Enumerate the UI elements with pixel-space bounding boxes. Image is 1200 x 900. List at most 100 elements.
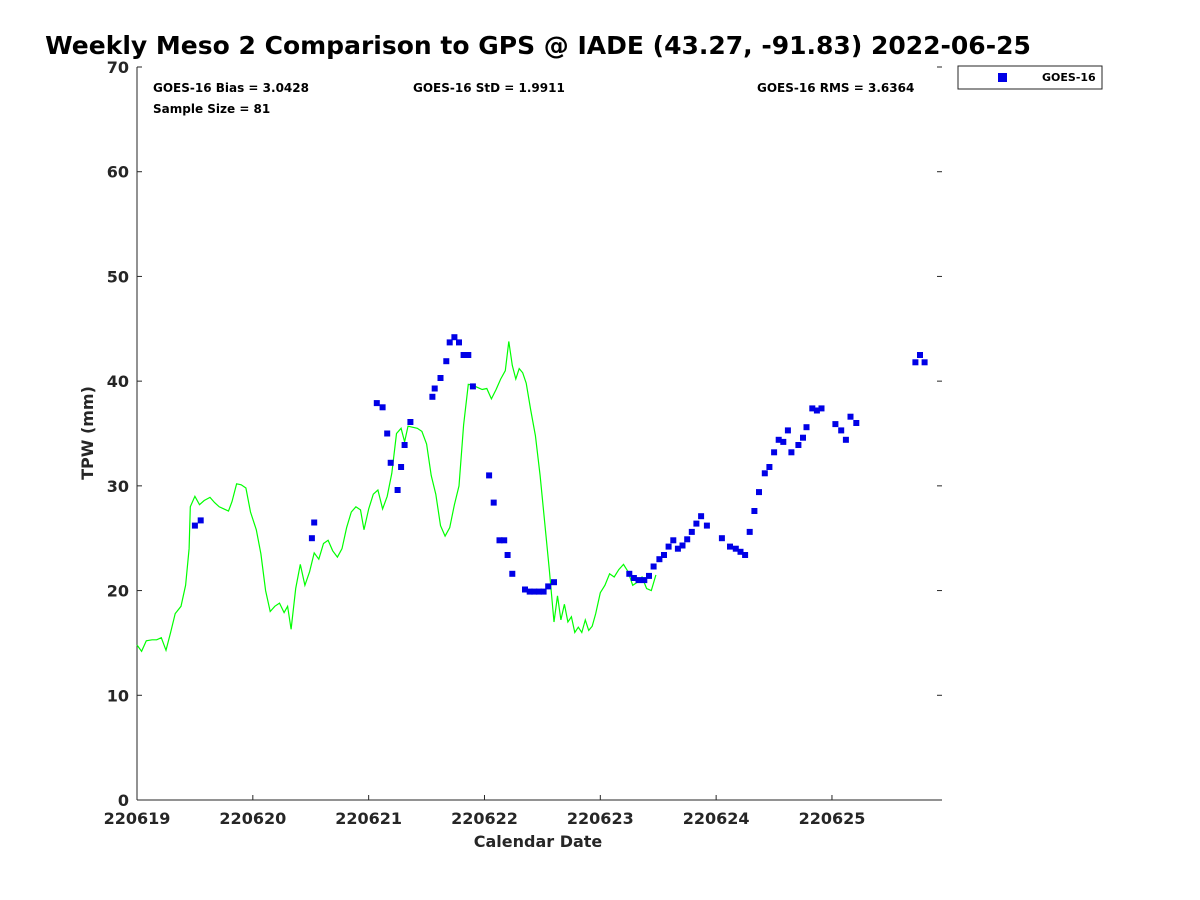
goes16-point (429, 393, 436, 400)
goes16-point (384, 430, 391, 437)
goes16-point (635, 577, 642, 584)
goes16-point (526, 588, 533, 595)
goes16-point (465, 352, 472, 358)
goes16-point (661, 552, 667, 558)
y-tick-label: 20 (107, 582, 129, 601)
goes16-point (451, 334, 458, 341)
goes16-point (522, 586, 528, 593)
goes16-point (540, 588, 547, 595)
goes16-point (460, 352, 467, 358)
goes16-point (670, 537, 677, 544)
goes16-point (818, 405, 825, 412)
stat-bias: GOES-16 Bias = 3.0428 (153, 81, 309, 95)
goes16-point (842, 436, 849, 443)
goes16-point (775, 436, 782, 443)
goes16-point (665, 543, 672, 550)
y-tick-label: 30 (107, 477, 129, 496)
x-tick-label: 220621 (335, 809, 402, 828)
goes16-point (853, 420, 860, 426)
x-tick-label: 220623 (567, 809, 634, 828)
plot-area (137, 67, 942, 800)
goes16-point (504, 552, 511, 558)
stat-rms: GOES-16 RMS = 3.6364 (757, 81, 914, 95)
x-axis-ticks: 220619 220620 220621 220622 220623 220624 2206… (104, 795, 865, 828)
gps-tpw-line (136, 341, 657, 653)
stat-std: GOES-16 StD = 1.9911 (413, 81, 565, 95)
goes16-point (630, 575, 637, 581)
goes16-point (761, 470, 768, 477)
goes16-point (847, 413, 854, 420)
goes16-point (737, 548, 744, 555)
goes16-point (732, 545, 739, 552)
goes16-point (656, 556, 663, 563)
goes16-point (401, 442, 408, 448)
x-axis-label: Calendar Date (474, 832, 603, 851)
goes16-point (838, 427, 845, 434)
goes16-point (917, 352, 923, 358)
chart-title: Weekly Meso 2 Comparison to GPS @ IADE (… (45, 31, 1031, 60)
x-tick-label: 220624 (683, 809, 750, 828)
legend-label-goes16: GOES-16 (1042, 71, 1096, 84)
goes16-point (751, 508, 758, 514)
goes16-point (551, 579, 557, 586)
y-tick-label: 10 (107, 686, 129, 705)
goes16-point (703, 522, 710, 529)
y-tick-label: 70 (107, 58, 129, 77)
goes16-point (387, 459, 394, 466)
goes16-point (394, 487, 401, 493)
y-tick-label: 0 (118, 791, 129, 810)
goes16-point (832, 421, 839, 428)
goes16-point (496, 537, 503, 544)
goes16-point (742, 552, 749, 558)
series-layer (136, 334, 928, 653)
goes16-point (646, 572, 652, 579)
goes16-point (490, 499, 497, 506)
x-tick-label: 220620 (219, 809, 286, 828)
goes16-point (197, 517, 204, 524)
y-axis-ticks: 0 10 20 30 40 50 60 70 (107, 58, 942, 810)
y-tick-label: 60 (107, 163, 129, 182)
goes16-point (531, 588, 538, 595)
legend: GOES-16 (957, 65, 1103, 90)
goes16-point (679, 542, 686, 549)
goes16-point (437, 375, 444, 381)
goes16-point (698, 513, 705, 520)
goes16-point (727, 543, 733, 550)
goes16-point (912, 359, 919, 366)
goes16-point (486, 472, 493, 479)
goes16-point (311, 519, 318, 526)
goes16-point (456, 339, 462, 346)
goes16-point (191, 522, 198, 529)
goes16-point (788, 449, 795, 456)
goes16-point (684, 536, 691, 543)
goes16-point (795, 442, 802, 448)
goes16-point (373, 400, 380, 407)
goes16-point (803, 424, 810, 431)
goes16-point (535, 588, 542, 595)
goes16-point (446, 339, 453, 346)
goes16-point (688, 528, 695, 535)
goes16-point (626, 570, 633, 577)
goes16-point (756, 489, 762, 496)
goes16-point (650, 563, 657, 570)
goes16-point (718, 535, 725, 542)
goes16-point (379, 404, 386, 411)
goes16-point (784, 427, 791, 434)
goes16-point (398, 464, 405, 470)
goes16-point (509, 570, 516, 577)
goes16-point (800, 434, 806, 441)
goes16-point (746, 528, 753, 535)
goes16-point (501, 537, 508, 544)
goes16-point (641, 577, 648, 584)
goes16-point (693, 520, 700, 527)
goes16-point (766, 464, 773, 470)
goes16-point (921, 359, 928, 366)
goes16-point (809, 405, 816, 412)
goes16-point (674, 545, 681, 552)
goes16-point (431, 385, 438, 392)
legend-box (957, 65, 1103, 90)
goes16-point (771, 449, 778, 456)
goes16-point (443, 358, 450, 365)
legend-marker-goes16 (998, 73, 1007, 82)
